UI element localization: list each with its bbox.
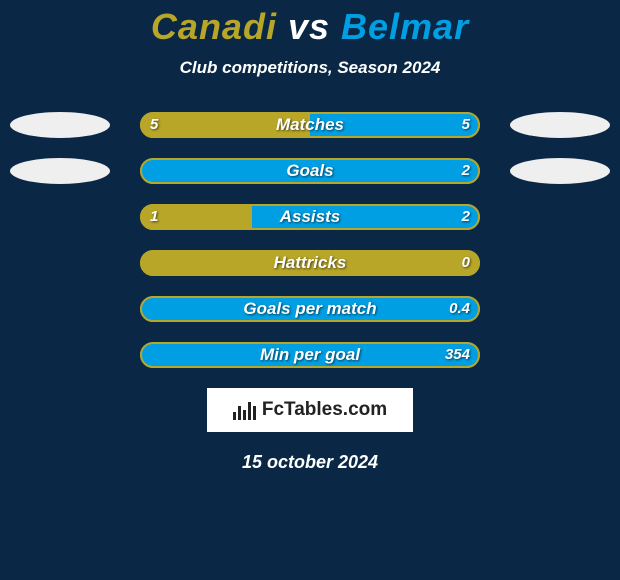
bar-chart-icon bbox=[233, 400, 256, 420]
bar-right-fill bbox=[140, 342, 480, 368]
title-vs: vs bbox=[288, 6, 341, 47]
stat-bar: Matches55 bbox=[140, 112, 480, 138]
title-player1: Canadi bbox=[151, 6, 277, 47]
stat-row: Goals2 bbox=[0, 158, 620, 184]
player-badge-right bbox=[510, 158, 610, 184]
bar-right-fill bbox=[310, 112, 480, 138]
player-badge-left bbox=[10, 112, 110, 138]
stat-row: Hattricks0 bbox=[0, 250, 620, 276]
fctables-logo[interactable]: FcTables.com bbox=[207, 388, 413, 432]
stat-row: Matches55 bbox=[0, 112, 620, 138]
page-title: Canadi vs Belmar bbox=[0, 0, 620, 48]
stat-row: Goals per match0.4 bbox=[0, 296, 620, 322]
stat-row: Min per goal354 bbox=[0, 342, 620, 368]
bar-left-fill bbox=[140, 204, 252, 230]
stat-bar: Assists12 bbox=[140, 204, 480, 230]
stat-bar: Min per goal354 bbox=[140, 342, 480, 368]
title-player2: Belmar bbox=[341, 6, 469, 47]
stat-bar: Goals2 bbox=[140, 158, 480, 184]
date-label: 15 october 2024 bbox=[0, 452, 620, 473]
bar-left-fill bbox=[140, 250, 480, 276]
stat-bar: Goals per match0.4 bbox=[140, 296, 480, 322]
logo-text: FcTables.com bbox=[262, 399, 387, 421]
stat-row: Assists12 bbox=[0, 204, 620, 230]
bar-right-fill bbox=[140, 296, 480, 322]
player-badge-right bbox=[510, 112, 610, 138]
subtitle: Club competitions, Season 2024 bbox=[0, 58, 620, 78]
bar-right-fill bbox=[252, 204, 480, 230]
comparison-chart: Matches55 Goals2 Assists12 Hattricks0 Goals … bbox=[0, 112, 620, 368]
bar-right-fill bbox=[140, 158, 480, 184]
player-badge-left bbox=[10, 158, 110, 184]
stat-bar: Hattricks0 bbox=[140, 250, 480, 276]
bar-left-fill bbox=[140, 112, 310, 138]
